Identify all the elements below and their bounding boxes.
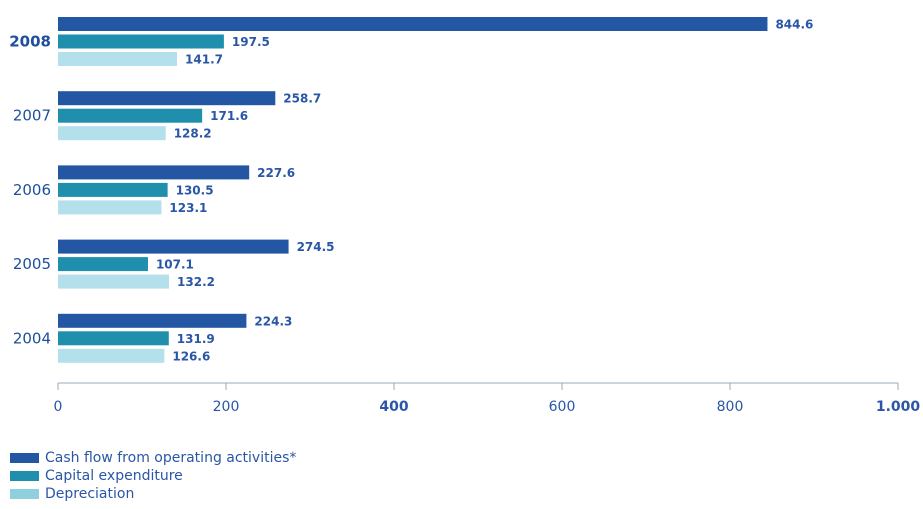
legend-label: Capital expenditure <box>45 468 183 484</box>
bar-depreciation-2008 <box>58 52 178 66</box>
value-label: 128.2 <box>174 127 212 141</box>
x-tick-label: 200 <box>213 399 240 415</box>
value-label: 131.9 <box>177 332 215 346</box>
category-label-2008: 2008 <box>9 33 51 51</box>
bar-capital-expenditure-2005 <box>58 257 148 272</box>
value-label: 844.6 <box>775 18 813 32</box>
chart-legend: Cash flow from operating activities* Cap… <box>10 449 296 503</box>
bar-cash-flow-from-operating-activities-2005 <box>58 239 289 254</box>
x-tick-label: 1.000 <box>876 399 921 415</box>
bar-cash-flow-from-operating-activities-2007 <box>58 91 276 106</box>
legend-swatch-capital-expenditure <box>10 471 39 481</box>
legend-swatch-depreciation <box>10 489 39 499</box>
bar-depreciation-2007 <box>58 126 166 141</box>
bar-capital-expenditure-2008 <box>58 34 224 49</box>
value-label: 224.3 <box>254 314 292 328</box>
bar-chart: 2008 844.6 197.5 141.7 2007 258.7 171.6 128.2 20… <box>9 17 921 415</box>
value-label: 227.6 <box>257 166 295 180</box>
category-label-2007: 2007 <box>13 107 51 125</box>
bar-cash-flow-from-operating-activities-2004 <box>58 313 247 328</box>
x-tick-label: 400 <box>379 399 408 415</box>
bar-depreciation-2005 <box>58 274 170 289</box>
x-tick-label: 800 <box>717 399 744 415</box>
value-label: 126.6 <box>172 349 210 363</box>
value-label: 197.5 <box>232 35 270 49</box>
value-label: 132.2 <box>177 275 215 289</box>
bar-capital-expenditure-2006 <box>58 182 168 197</box>
legend-item-cash-flow: Cash flow from operating activities* <box>10 449 296 467</box>
value-label: 107.1 <box>156 258 194 272</box>
value-label: 274.5 <box>297 240 335 254</box>
bar-cash-flow-from-operating-activities-2006 <box>58 165 250 180</box>
x-tick-label: 0 <box>54 399 63 415</box>
legend-item-depreciation: Depreciation <box>10 485 296 503</box>
value-label: 258.7 <box>283 92 321 106</box>
legend-label: Cash flow from operating activities* <box>45 450 297 466</box>
bar-depreciation-2004 <box>58 348 165 363</box>
value-label: 171.6 <box>210 109 248 123</box>
value-label: 130.5 <box>176 183 214 197</box>
bars-layer: 2008 844.6 197.5 141.7 2007 258.7 171.6 128.2 20… <box>9 17 813 363</box>
x-axis-ticks: 0 200 400 600 800 1.000 <box>54 383 921 415</box>
x-tick-label: 600 <box>549 399 576 415</box>
legend-item-capital-expenditure: Capital expenditure <box>10 467 296 485</box>
value-label: 123.1 <box>169 201 207 215</box>
bar-depreciation-2006 <box>58 200 162 215</box>
bar-capital-expenditure-2004 <box>58 331 169 346</box>
legend-label: Depreciation <box>45 486 135 502</box>
bar-cash-flow-from-operating-activities-2008 <box>58 17 768 31</box>
value-label: 141.7 <box>185 53 223 67</box>
category-label-2004: 2004 <box>13 329 51 347</box>
legend-swatch-cash-flow <box>10 453 39 463</box>
category-label-2005: 2005 <box>13 255 51 273</box>
category-label-2006: 2006 <box>13 181 51 199</box>
bar-capital-expenditure-2007 <box>58 108 203 123</box>
